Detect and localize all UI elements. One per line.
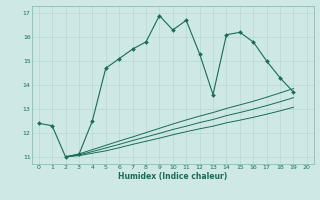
X-axis label: Humidex (Indice chaleur): Humidex (Indice chaleur) — [118, 172, 228, 181]
